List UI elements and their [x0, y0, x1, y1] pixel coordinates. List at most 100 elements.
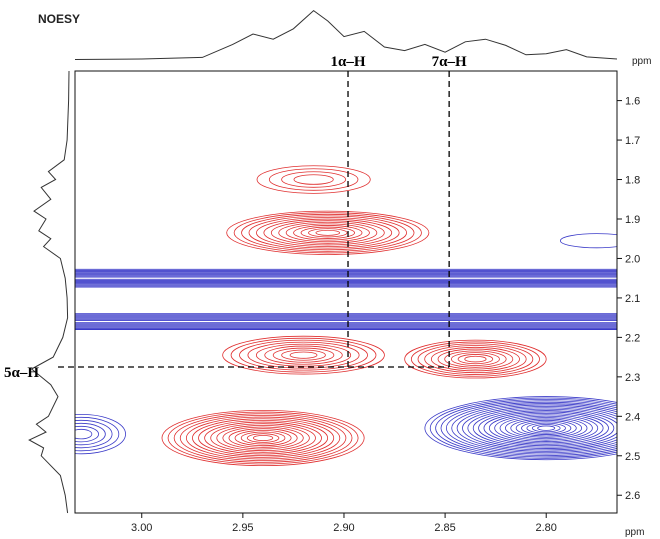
x-tick-label: 2.80 [536, 522, 557, 534]
contour-level [246, 433, 280, 443]
cross-peak-positive [404, 339, 547, 379]
contour-level [192, 418, 335, 458]
contour-level [450, 352, 500, 366]
contour-level [167, 411, 359, 465]
contour-level [248, 215, 408, 251]
peak-label: 7α–H [432, 54, 467, 70]
plot-frame [74, 70, 618, 514]
contour-level [204, 421, 322, 455]
contour-level [241, 213, 415, 252]
y-tick-label: 1.8 [625, 175, 640, 187]
y-tick-label: 2.0 [625, 253, 640, 265]
contour-level [222, 335, 385, 375]
contour-level [285, 223, 370, 243]
contour-level [445, 401, 617, 455]
contour-level [281, 171, 347, 188]
contour-level [247, 341, 360, 369]
cross-peak-positive [222, 335, 385, 375]
contour-level [537, 425, 556, 431]
y-tick-label: 2.3 [625, 372, 640, 384]
contour-level [505, 417, 588, 440]
contour-level [559, 233, 617, 249]
contour-level [233, 212, 422, 254]
cross-peak-positive [161, 409, 365, 467]
peak-label: 5α–H [4, 365, 39, 381]
contour-level [308, 228, 348, 238]
contour-level [75, 416, 120, 452]
contour-level [462, 405, 617, 451]
contour-level [272, 347, 335, 363]
y-tick-label: 1.9 [625, 214, 640, 226]
y-tick-label: 2.5 [625, 451, 640, 463]
contour-level [531, 424, 561, 433]
annotation-layer: 1α–H 7α–H 5α–H [4, 54, 467, 381]
contour-level [510, 418, 583, 438]
contour-level [464, 355, 487, 363]
contour-level [281, 349, 326, 361]
y-tick-label: 2.2 [625, 332, 640, 344]
y-tick-label: 1.6 [625, 96, 640, 108]
top-projection [74, 9, 618, 60]
contour-level [228, 428, 298, 448]
contour-level [424, 345, 527, 374]
chart-title: NOESY [38, 12, 80, 26]
contour-level [226, 210, 430, 255]
cross-peak-negative [424, 396, 617, 461]
cross-peak-negative [75, 413, 126, 455]
contour-level [216, 424, 310, 452]
y-tick-label: 2.6 [625, 490, 640, 502]
contour-level [430, 346, 520, 372]
contour-level [173, 413, 353, 463]
contour-level [210, 423, 316, 453]
contour-level [239, 339, 368, 371]
contour-level [222, 426, 304, 450]
contour-level [185, 416, 341, 460]
noise-band-negative [75, 268, 617, 288]
contour-level [435, 398, 617, 458]
contour-level [515, 419, 577, 437]
contour-level [255, 343, 352, 367]
contour-level [456, 404, 617, 452]
contour-level [429, 397, 617, 459]
left-projection [28, 70, 70, 514]
contour-level [293, 174, 334, 185]
contour-level [234, 429, 292, 447]
contour-level [478, 410, 615, 447]
contour-level [424, 396, 617, 461]
contour-level [75, 413, 126, 455]
contour-level [499, 415, 593, 441]
contour-level [289, 351, 318, 359]
contour-level [300, 226, 355, 239]
contour-level [526, 422, 566, 434]
contour-level [451, 403, 617, 454]
contour-level [488, 412, 604, 444]
contour-level [252, 434, 274, 442]
contour-level [472, 408, 617, 448]
contour-level [467, 407, 617, 449]
left-projection-trace [28, 70, 70, 514]
x-tick-label: 2.90 [333, 522, 354, 534]
y-tick-label: 2.4 [625, 411, 640, 423]
y-axis: 1.6 1.7 1.8 1.9 2.0 2.1 2.2 2.3 2.4 2.5 2.6 ppm [617, 56, 651, 502]
y-tick-label: 1.7 [625, 135, 640, 147]
contour-level [437, 348, 514, 370]
x-unit-label: ppm [625, 527, 644, 538]
contour-level [278, 221, 378, 244]
noise-band-negative [75, 313, 617, 330]
contour-level [256, 217, 400, 249]
contour-level [230, 337, 377, 373]
cross-peak-positive [226, 210, 430, 255]
x-tick-label: 2.85 [434, 522, 455, 534]
peak-label: 1α–H [330, 54, 365, 70]
contour-level [179, 414, 347, 462]
contour-level [444, 350, 507, 368]
y-unit-label: ppm [632, 56, 651, 67]
x-tick-label: 2.95 [232, 522, 253, 534]
contour-level [457, 354, 494, 365]
x-tick-label: 3.00 [131, 522, 152, 534]
contour-level [198, 419, 329, 457]
contour-level [521, 421, 572, 435]
contour-level [264, 345, 343, 365]
contour-level [75, 425, 99, 443]
x-axis: 3.00 2.95 2.90 2.85 2.80 ppm [131, 513, 644, 538]
